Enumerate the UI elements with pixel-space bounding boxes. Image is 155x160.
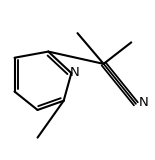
Text: N: N	[70, 66, 80, 79]
Text: N: N	[138, 96, 148, 109]
